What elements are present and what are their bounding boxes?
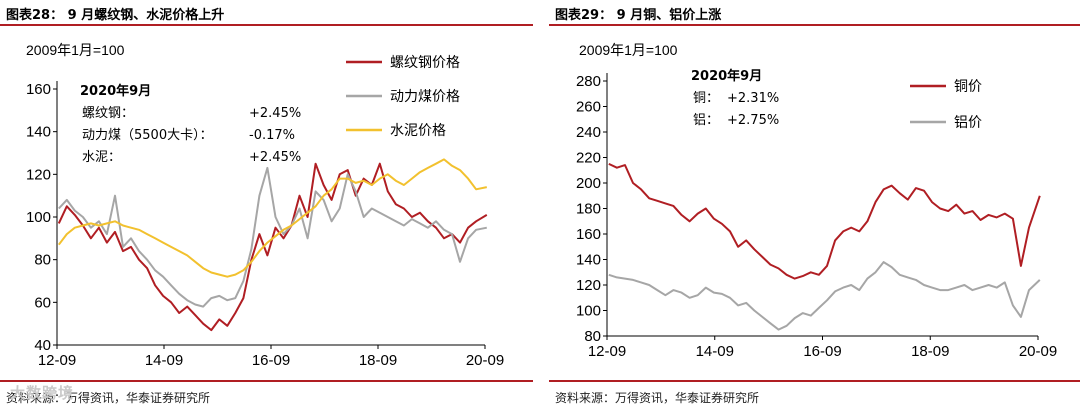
note-value: +2.75% xyxy=(727,113,779,128)
y-tick-label: 80 xyxy=(584,328,601,345)
series-line-2 xyxy=(58,158,488,278)
note-label: 动力煤（5500大卡）： xyxy=(82,128,213,143)
legend-label: 动力煤价格 xyxy=(390,89,460,105)
y-tick-label: 120 xyxy=(576,277,601,294)
y-tick-label: 80 xyxy=(34,252,51,269)
y-tick-label: 160 xyxy=(26,81,51,98)
title-rule xyxy=(549,24,1080,26)
y-tick-label: 280 xyxy=(576,73,601,90)
note-label: 铝： xyxy=(693,113,719,128)
panel-copper-aluminum: 图表29： 9 月铜、铝价上涨 80 100 120 140 160 180 200 220 2… xyxy=(549,0,1080,411)
y-tick-label: 200 xyxy=(576,175,601,192)
series-line-1 xyxy=(58,166,487,308)
chart-copper-aluminum: 80 100 120 140 160 180 200 220 240 260 280 12-09 14-… xyxy=(576,42,1057,360)
series-line-1 xyxy=(608,261,1041,331)
x-tick-label: 16-09 xyxy=(252,352,290,369)
legend-label: 水泥价格 xyxy=(390,123,446,139)
chart-title: 图表28： 9 月螺纹钢、水泥价格上升 xyxy=(6,8,225,23)
footer-rule xyxy=(549,380,1080,382)
y-tick-label: 100 xyxy=(576,303,601,320)
baseline-label: 2009年1月=100 xyxy=(579,42,678,58)
y-tick-label: 180 xyxy=(576,201,601,218)
y-tick-label: 140 xyxy=(26,124,51,141)
x-tick-label: 16-09 xyxy=(803,343,841,360)
panel-rebar-cement: 图表28： 9 月螺纹钢、水泥价格上升 40 60 80 100 120 140 160 12… xyxy=(0,0,533,411)
note-label: 螺纹钢： xyxy=(82,106,134,121)
y-tick-label: 160 xyxy=(576,226,601,243)
note-value: -0.17% xyxy=(249,128,295,143)
note-value: +2.31% xyxy=(727,91,779,106)
note-header: 2020年9月 xyxy=(691,68,762,84)
y-tick-label: 100 xyxy=(26,209,51,226)
x-tick-label: 14-09 xyxy=(696,343,734,360)
y-tick-label: 220 xyxy=(576,150,601,167)
series-line-0 xyxy=(608,162,1041,280)
legend-label: 铝价 xyxy=(954,115,982,131)
x-tick-label: 14-09 xyxy=(145,352,183,369)
watermark-logo: 大数跨境 xyxy=(10,384,75,402)
y-tick-label: 40 xyxy=(34,337,51,354)
y-tick-label: 260 xyxy=(576,99,601,116)
y-tick-label: 120 xyxy=(26,166,51,183)
x-tick-label: 12-09 xyxy=(38,352,76,369)
series-line-0 xyxy=(57,162,488,332)
note-value: +2.45% xyxy=(249,106,301,121)
x-tick-label: 18-09 xyxy=(911,343,949,360)
note-value: +2.45% xyxy=(249,150,301,165)
note-label: 水泥： xyxy=(82,150,121,165)
y-tick-label: 60 xyxy=(34,294,51,311)
title-rule xyxy=(0,24,533,26)
footer-rule xyxy=(0,380,533,382)
y-tick-label: 240 xyxy=(576,124,601,141)
legend-label: 螺纹钢价格 xyxy=(390,55,460,71)
chart-title: 图表29： 9 月铜、铝价上涨 xyxy=(555,8,722,23)
chart-source: 资料来源：万得资讯，华泰证券研究所 xyxy=(555,391,760,405)
x-tick-label: 20-09 xyxy=(466,352,504,369)
note-label: 铜： xyxy=(693,91,719,106)
x-tick-label: 12-09 xyxy=(588,343,626,360)
y-tick-label: 140 xyxy=(576,252,601,269)
chart-source: 资料来源：万得资讯，华泰证券研究所 xyxy=(6,391,211,405)
baseline-label: 2009年1月=100 xyxy=(26,42,125,58)
x-tick-label: 20-09 xyxy=(1019,343,1057,360)
legend-label: 铜价 xyxy=(954,79,982,95)
note-header: 2020年9月 xyxy=(80,83,151,99)
x-tick-label: 18-09 xyxy=(359,352,397,369)
chart-rebar-cement: 40 60 80 100 120 140 160 12-09 14-09 16-09 18-09 20… xyxy=(26,42,504,369)
